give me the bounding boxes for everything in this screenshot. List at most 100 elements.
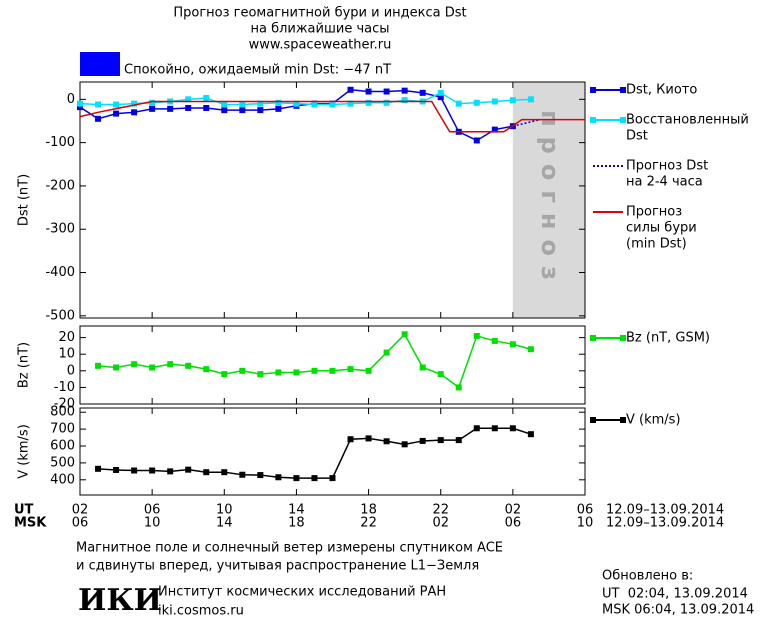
data-point bbox=[347, 100, 354, 107]
x-tick-label: 10 bbox=[216, 503, 233, 518]
data-point bbox=[455, 437, 462, 444]
data-point bbox=[113, 364, 120, 371]
data-point bbox=[311, 475, 318, 482]
y-tick-label: 700 bbox=[50, 422, 75, 437]
data-point bbox=[311, 367, 318, 374]
series-line bbox=[512, 118, 541, 127]
x-tick-label: 06 bbox=[144, 503, 161, 518]
y-tick-label: 500 bbox=[50, 455, 75, 470]
data-point bbox=[131, 100, 138, 107]
x-tick-label-msk: 06 bbox=[72, 516, 89, 531]
legend-marker bbox=[590, 117, 596, 123]
series-line bbox=[97, 427, 532, 479]
data-point bbox=[275, 105, 282, 112]
data-point bbox=[437, 94, 444, 101]
legend-label: силы бури bbox=[626, 221, 697, 236]
y-axis-label: Bz (nT) bbox=[17, 342, 32, 388]
data-point bbox=[239, 367, 246, 374]
data-point bbox=[365, 88, 372, 95]
data-point bbox=[509, 425, 516, 432]
data-point bbox=[221, 107, 228, 114]
data-point bbox=[293, 100, 300, 107]
x-tick-label: 02 bbox=[72, 503, 89, 518]
data-point bbox=[257, 472, 264, 479]
data-point bbox=[185, 96, 192, 103]
data-point bbox=[383, 88, 390, 95]
data-point bbox=[401, 441, 408, 448]
data-point bbox=[401, 331, 408, 338]
legend-marker bbox=[620, 417, 626, 423]
legend-label: на 2-4 часа bbox=[626, 175, 703, 190]
x-tick-label-msk: 14 bbox=[216, 516, 233, 531]
data-point bbox=[329, 101, 336, 108]
forecast-region bbox=[512, 82, 585, 318]
data-point bbox=[95, 115, 102, 122]
legend-label: Восстановленный bbox=[626, 113, 749, 128]
x-tick-label-msk: 18 bbox=[288, 516, 305, 531]
legend-marker bbox=[620, 117, 626, 123]
note: и сдвинуты вперед, учитывая распростране… bbox=[76, 559, 479, 574]
x-tick-label: 02 bbox=[505, 503, 522, 518]
ut-range: 12.09–13.09.2014 bbox=[606, 503, 724, 518]
data-point bbox=[365, 435, 372, 442]
series-line bbox=[79, 91, 531, 106]
y-tick-label: -200 bbox=[45, 178, 75, 193]
y-tick-label: 600 bbox=[50, 439, 75, 454]
data-point bbox=[527, 346, 534, 353]
data-point bbox=[239, 107, 246, 114]
data-point bbox=[419, 364, 426, 371]
data-point bbox=[95, 101, 102, 108]
data-point bbox=[167, 361, 174, 368]
data-point bbox=[77, 104, 83, 111]
y-tick-label: -500 bbox=[45, 308, 75, 323]
data-point bbox=[347, 436, 354, 443]
ut-label: UT bbox=[14, 503, 34, 518]
data-point bbox=[473, 425, 480, 432]
data-point bbox=[419, 89, 426, 96]
status-text: Спокойно, ожидаемый min Dst: −47 nT bbox=[124, 63, 391, 78]
x-tick-label-msk: 10 bbox=[577, 516, 594, 531]
data-point bbox=[257, 107, 264, 114]
legend-label: V (km/s) bbox=[626, 413, 681, 428]
site: www.spaceweather.ru bbox=[249, 38, 392, 53]
data-point bbox=[221, 101, 228, 108]
data-point bbox=[221, 469, 228, 476]
x-tick-label: 18 bbox=[360, 503, 377, 518]
data-point bbox=[509, 97, 516, 104]
data-point bbox=[383, 99, 390, 106]
y-tick-label: -400 bbox=[45, 265, 75, 280]
legend-marker bbox=[620, 335, 626, 341]
data-point bbox=[185, 362, 192, 369]
x-tick-label: 06 bbox=[577, 503, 594, 518]
plot-frame bbox=[79, 325, 586, 405]
series-line bbox=[97, 333, 532, 389]
data-point bbox=[437, 371, 444, 378]
data-point bbox=[329, 367, 336, 374]
data-point bbox=[329, 475, 336, 482]
plot-frame bbox=[79, 407, 586, 496]
data-point bbox=[203, 104, 210, 111]
data-point bbox=[149, 105, 156, 112]
data-point bbox=[383, 349, 390, 356]
y-tick-label: 20 bbox=[58, 330, 75, 345]
data-point bbox=[347, 86, 354, 93]
x-tick-label: 14 bbox=[288, 503, 305, 518]
plot-frame bbox=[79, 81, 586, 319]
legend-label: Прогноз bbox=[626, 205, 682, 220]
updated: UT 02:04, 13.09.2014 bbox=[602, 587, 748, 602]
data-point bbox=[365, 99, 372, 106]
data-point bbox=[527, 431, 534, 438]
legend-marker bbox=[620, 87, 626, 93]
y-tick-label: 0 bbox=[67, 363, 75, 378]
data-point bbox=[257, 371, 264, 378]
data-point bbox=[239, 471, 246, 478]
data-point bbox=[131, 109, 138, 116]
msk-range: 12.09–13.09.2014 bbox=[606, 516, 724, 531]
data-point bbox=[203, 469, 210, 476]
data-point bbox=[113, 110, 120, 117]
y-axis-label: Dst (nT) bbox=[17, 174, 32, 226]
institute: Институт космических исследований РАН bbox=[158, 585, 446, 600]
y-tick-label: -300 bbox=[45, 222, 75, 237]
data-point bbox=[113, 101, 120, 108]
logo: ИКИ bbox=[78, 583, 162, 618]
